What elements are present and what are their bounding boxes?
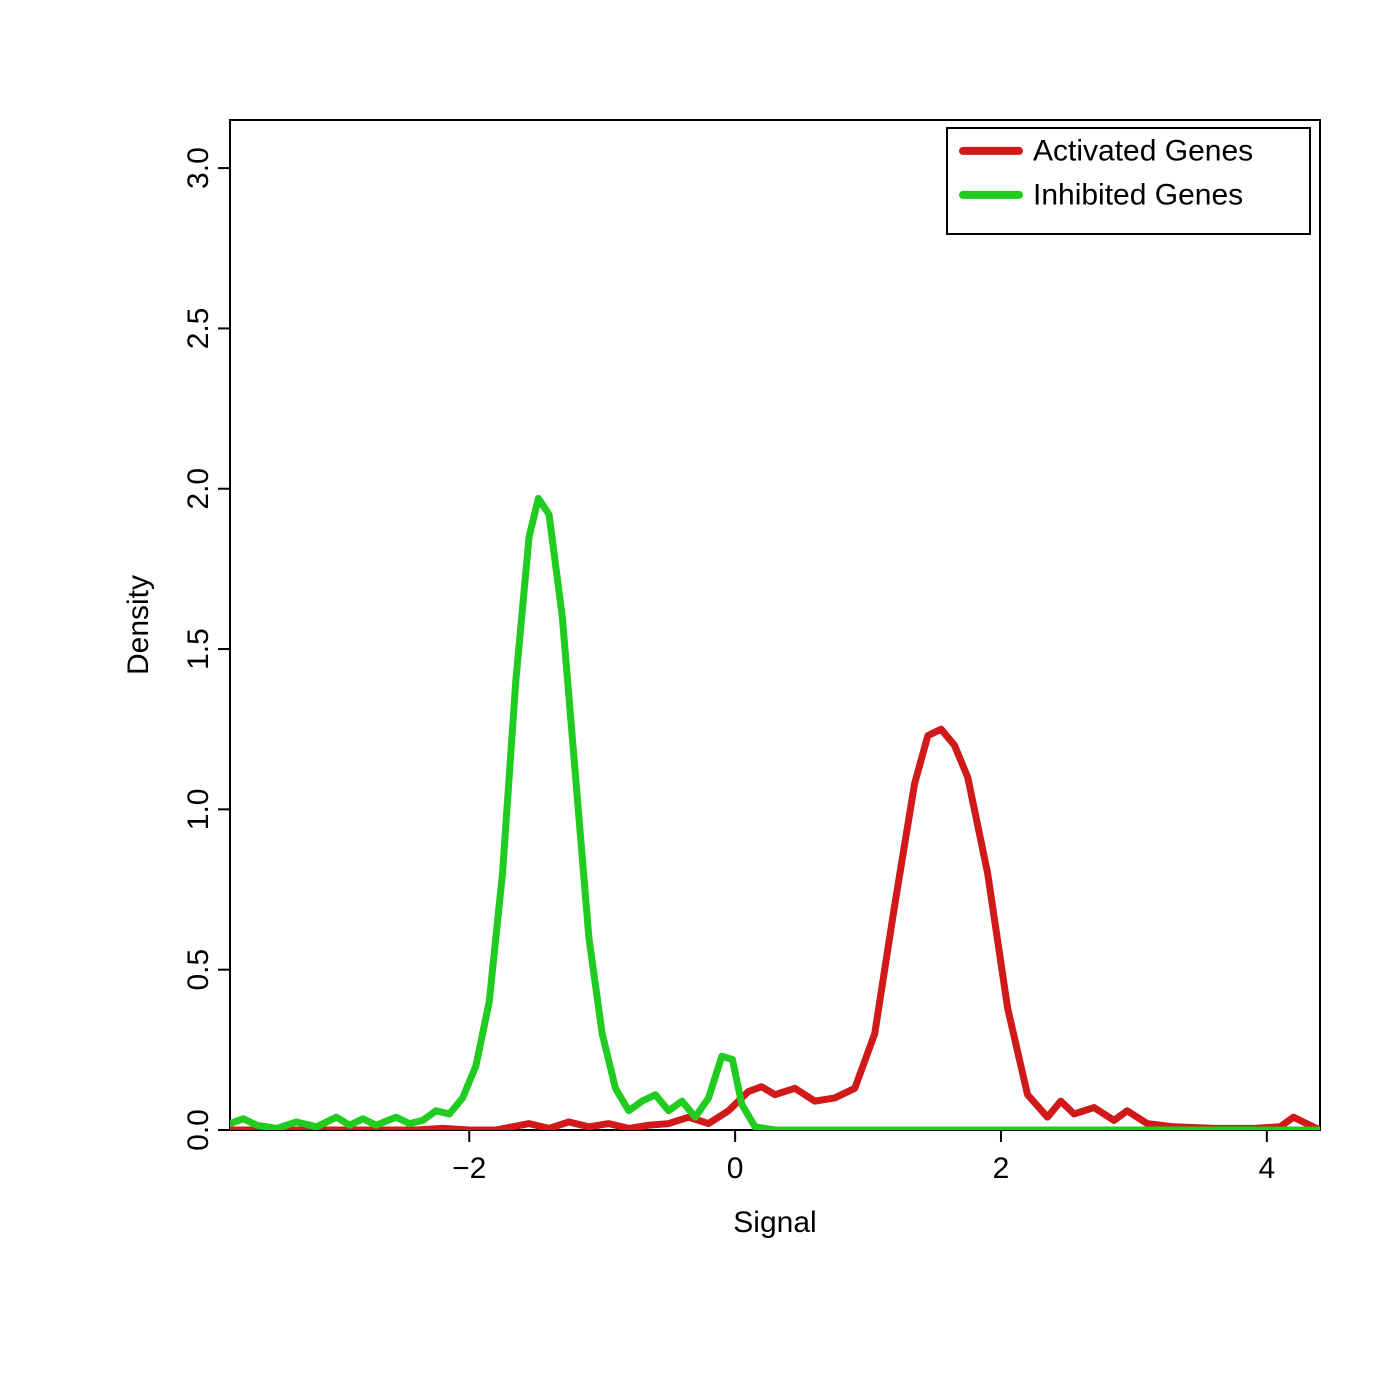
x-tick-label: 4	[1258, 1152, 1275, 1185]
density-chart: −2 0 2 4 0.0 0.5 1.0 1.5 2.0 2.5 3.0 Signal Densi…	[0, 0, 1400, 1400]
y-tick-label: 3.0	[182, 147, 215, 189]
y-tick-label: 1.5	[182, 628, 215, 670]
x-tick-label: 2	[993, 1152, 1010, 1185]
y-tick-label: 1.0	[182, 789, 215, 831]
y-tick-label: 0.5	[182, 949, 215, 991]
x-tick-label: 0	[727, 1152, 744, 1185]
legend-label: Activated Genes	[1033, 135, 1253, 168]
legend: Activated Genes Inhibited Genes	[947, 128, 1310, 234]
x-axis-label: Signal	[733, 1206, 816, 1239]
x-tick-label: −2	[452, 1152, 486, 1185]
y-tick-label: 2.5	[182, 308, 215, 350]
y-tick-label: 2.0	[182, 468, 215, 510]
y-axis-label: Density	[122, 575, 155, 675]
y-tick-label: 0.0	[182, 1109, 215, 1151]
legend-label: Inhibited Genes	[1033, 179, 1243, 212]
